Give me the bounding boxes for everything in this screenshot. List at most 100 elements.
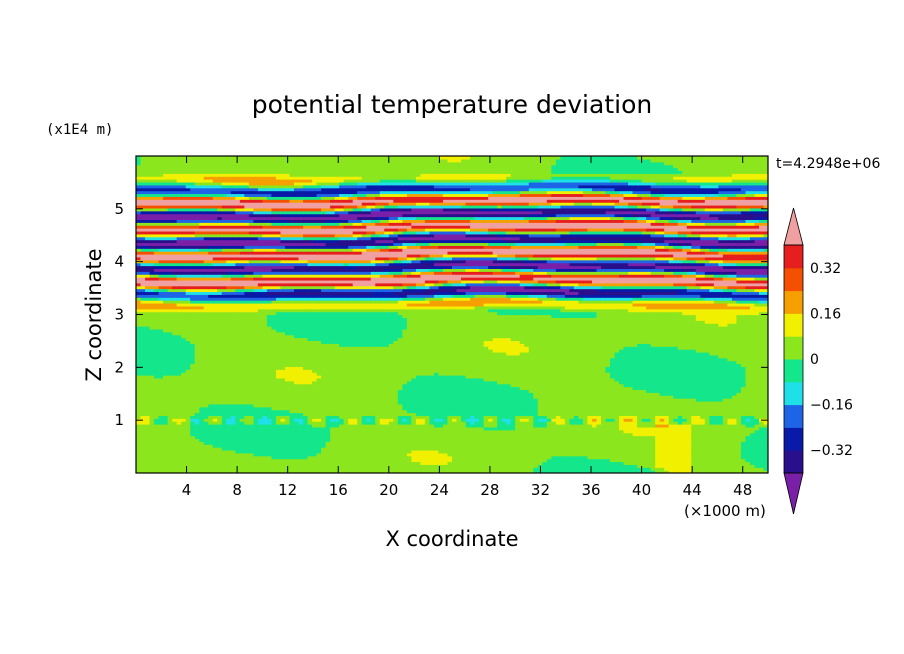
field-cell [140,424,146,428]
field-cell [758,403,765,408]
field-cell [564,398,570,402]
field-cell [402,464,408,468]
field-cell [384,406,390,411]
field-cell [713,395,719,399]
field-cell [483,435,489,440]
field-cell [239,392,245,396]
field-cell [655,412,661,416]
field-cell [745,415,751,419]
field-cell [501,464,507,468]
field-cell [591,470,598,473]
field-cell [515,449,521,454]
field-cell [452,429,458,434]
field-cell [718,415,724,419]
field-cell [700,452,706,457]
field-cell [704,470,710,473]
field-cell [587,452,593,457]
field-cell [610,426,616,431]
field-cell [275,409,282,414]
field-cell [682,438,688,442]
field-cell [397,403,403,408]
field-cell [682,426,688,431]
field-cell [307,424,313,428]
field-cell [551,421,557,425]
field-cell [519,447,525,451]
field-cell [560,424,566,428]
field-cell [325,426,331,431]
field-cell [379,464,385,468]
field-cell [452,458,458,463]
field-cell [275,452,282,457]
field-cell [438,400,444,405]
field-cell [415,424,421,428]
field-cell [628,403,634,408]
field-cell [637,464,643,468]
field-cell [235,441,241,445]
field-cell [447,406,453,411]
field-cell [208,458,214,463]
field-cell [542,467,548,471]
field-cell [528,444,534,448]
field-cell [691,400,697,405]
field-cell [709,424,715,428]
field-cell [713,429,719,434]
field-cell [528,412,534,416]
field-cell [244,438,250,442]
field-cell [415,458,421,463]
field-cell [461,461,467,465]
field-cell [506,455,512,460]
field-cell [253,398,259,402]
field-cell [420,455,426,460]
field-cell [537,444,543,448]
field-cell [677,421,683,425]
field-cell [461,409,467,414]
field-cell [447,432,453,437]
field-cell [519,398,525,402]
field-cell [682,435,688,440]
field-cell [614,398,620,402]
field-cell [388,421,394,425]
field-cell [199,455,205,460]
field-cell [402,412,408,416]
field-cell [470,441,476,445]
field-cell [294,429,300,434]
field-cell [406,438,412,442]
field-cell [456,444,462,448]
field-cell [158,455,164,460]
field-cell [632,432,638,437]
field-cell [637,441,643,445]
field-cell [339,464,345,468]
field-cell [330,455,336,460]
field-cell [212,403,218,408]
field-cell [578,415,584,419]
field-cell [740,444,747,448]
field-cell [506,461,512,465]
field-cell [244,424,250,428]
field-cell [501,444,507,448]
field-cell [600,444,607,448]
field-cell [718,452,724,457]
field-cell [664,455,670,460]
field-cell [167,398,173,402]
field-cell [298,412,304,416]
field-cell [727,467,733,471]
field-cell [289,418,295,422]
field-cell [217,424,223,428]
field-cell [447,461,453,465]
field-cell [736,424,742,428]
field-cell [682,470,688,473]
field-cell [713,406,719,411]
field-cell [384,452,390,457]
field-cell [325,441,331,445]
field-cell [646,424,652,428]
field-cell [754,409,760,414]
field-cell [375,415,381,419]
field-cell [758,398,765,402]
field-cell [307,392,313,396]
field-cell [501,418,507,422]
field-cell [646,432,652,437]
field-cell [560,452,566,457]
field-cell [758,461,765,465]
field-cell [664,449,670,454]
field-cell [271,392,277,396]
